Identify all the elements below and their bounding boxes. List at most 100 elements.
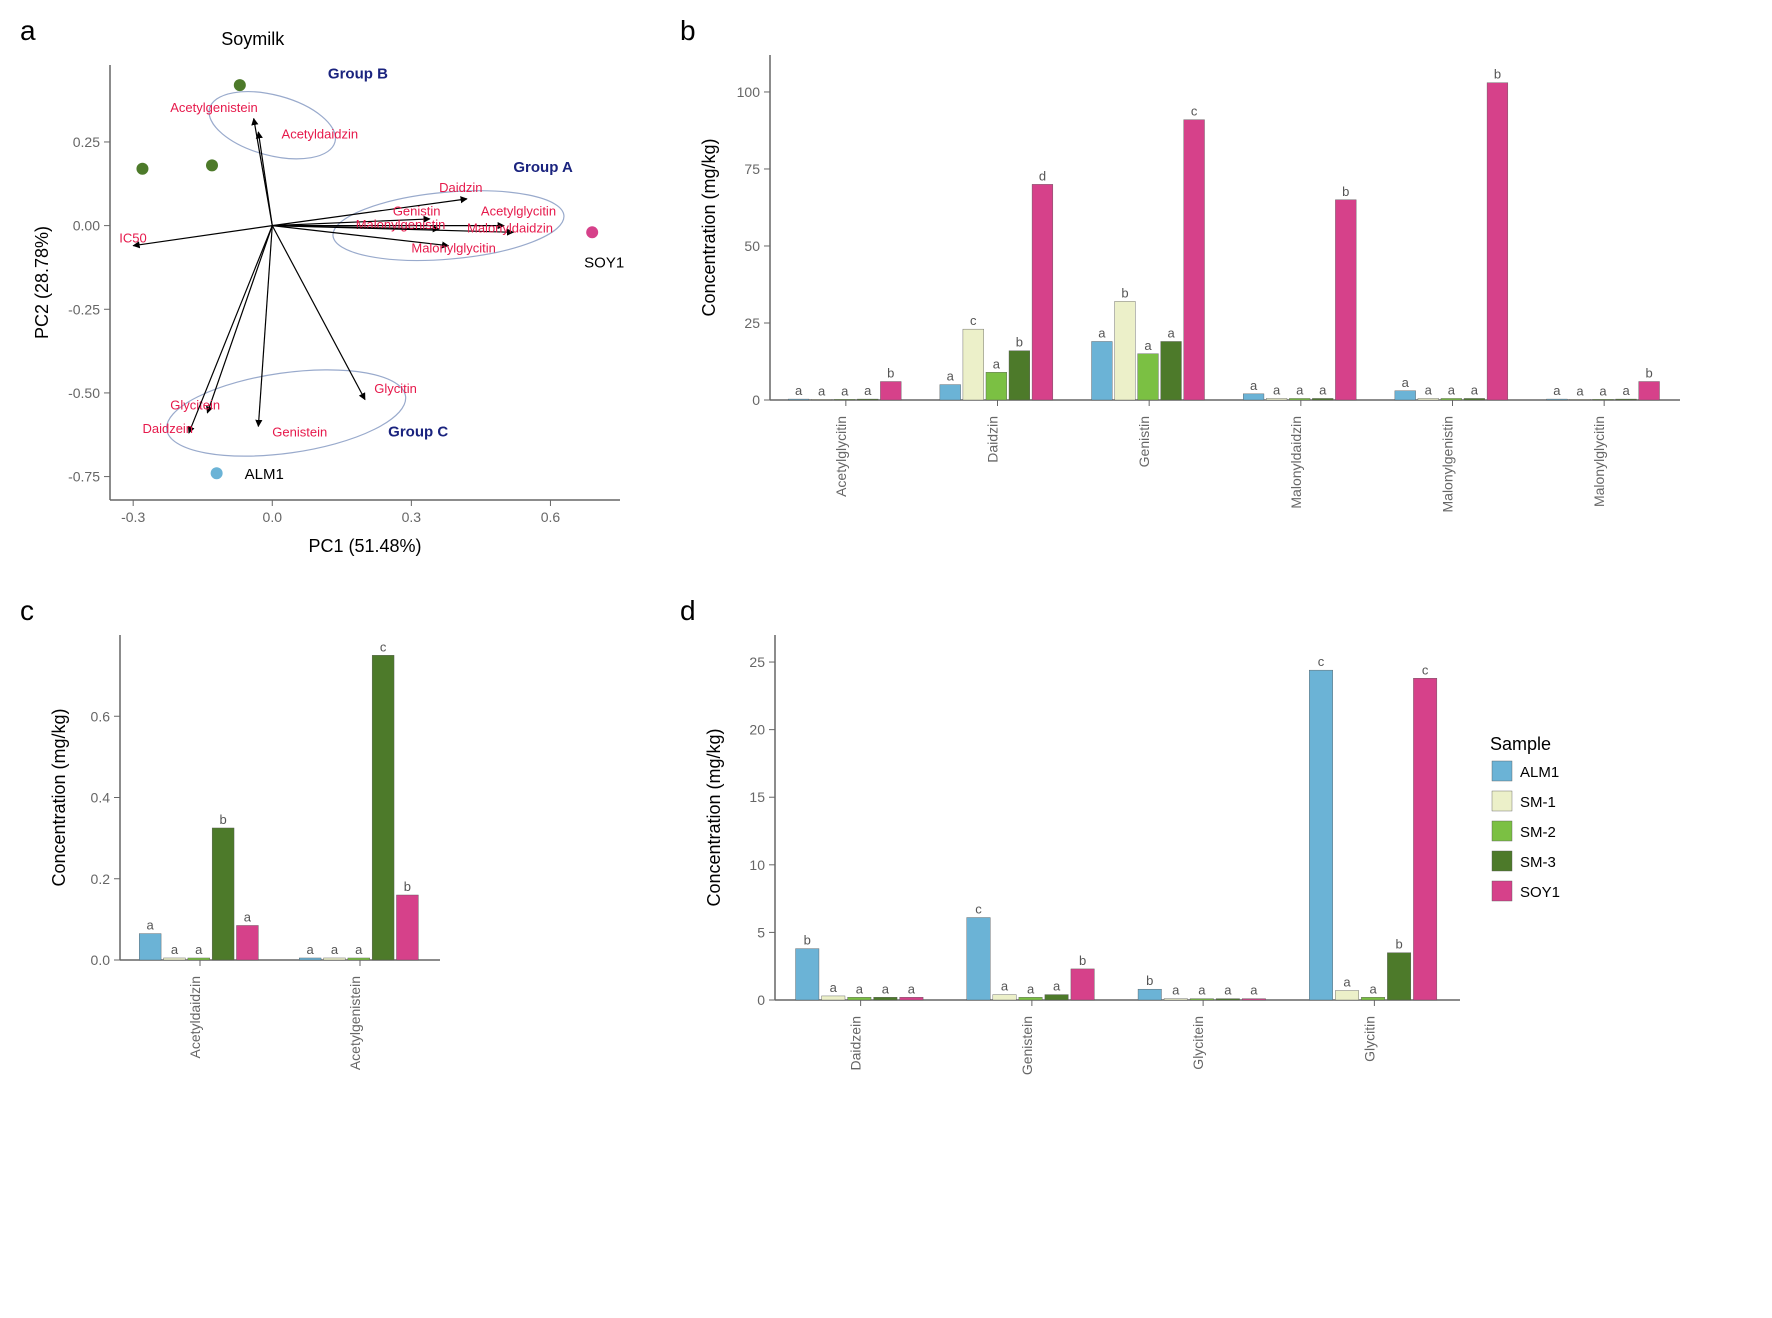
svg-text:Daidzein: Daidzein xyxy=(142,421,193,436)
svg-text:Acetylglycitin: Acetylglycitin xyxy=(481,204,556,219)
svg-text:Genistin: Genistin xyxy=(1136,416,1152,467)
svg-text:-0.3: -0.3 xyxy=(121,509,145,525)
svg-text:Group C: Group C xyxy=(388,423,448,440)
svg-text:a: a xyxy=(195,942,203,957)
svg-text:-0.25: -0.25 xyxy=(68,301,100,317)
svg-text:a: a xyxy=(818,383,826,398)
svg-text:0.2: 0.2 xyxy=(91,871,111,887)
svg-text:a: a xyxy=(1448,382,1456,397)
svg-text:Daidzin: Daidzin xyxy=(985,416,1001,463)
panel-d-label: d xyxy=(680,595,696,627)
svg-text:a: a xyxy=(1273,382,1281,397)
svg-text:Group A: Group A xyxy=(513,159,573,176)
svg-text:b: b xyxy=(404,879,411,894)
svg-text:c: c xyxy=(1191,104,1198,119)
svg-text:b: b xyxy=(887,366,894,381)
svg-text:Concentration (mg/kg): Concentration (mg/kg) xyxy=(699,138,719,316)
svg-text:a: a xyxy=(1144,338,1152,353)
svg-text:c: c xyxy=(380,639,387,654)
panel-b: b 0255075100Concentration (mg/kg)Acetylg… xyxy=(680,20,1700,570)
panel-a: a Soymilk-0.30.00.30.6-0.75-0.50-0.250.0… xyxy=(20,20,640,570)
svg-text:50: 50 xyxy=(744,238,760,254)
svg-text:a: a xyxy=(1471,382,1479,397)
svg-text:a: a xyxy=(1027,981,1035,996)
svg-text:25: 25 xyxy=(749,654,765,670)
svg-text:ALM1: ALM1 xyxy=(245,466,284,483)
svg-text:d: d xyxy=(1039,168,1046,183)
svg-text:Malonyldaidzin: Malonyldaidzin xyxy=(467,220,553,235)
svg-text:Acetylglycitin: Acetylglycitin xyxy=(833,416,849,497)
svg-text:a: a xyxy=(795,383,803,398)
panel-d: d 0510152025Concentration (mg/kg)Daidzei… xyxy=(680,600,1700,1150)
svg-text:10: 10 xyxy=(749,857,765,873)
barchart-d-svg: 0510152025Concentration (mg/kg)Daidzeinb… xyxy=(680,600,1480,1150)
svg-text:75: 75 xyxy=(744,161,760,177)
barchart-b-svg: 0255075100Concentration (mg/kg)Acetylgly… xyxy=(680,20,1700,570)
svg-text:a: a xyxy=(1296,382,1304,397)
svg-text:Group B: Group B xyxy=(328,65,388,82)
svg-text:SOY1: SOY1 xyxy=(1520,884,1560,901)
svg-text:Concentration (mg/kg): Concentration (mg/kg) xyxy=(704,728,724,906)
svg-text:0: 0 xyxy=(757,992,765,1008)
svg-text:b: b xyxy=(1121,285,1128,300)
svg-text:0.0: 0.0 xyxy=(263,509,283,525)
svg-text:Malonylglycitin: Malonylglycitin xyxy=(1591,416,1607,507)
svg-text:a: a xyxy=(171,942,179,957)
svg-text:20: 20 xyxy=(749,722,765,738)
svg-text:Acetyldaidzin: Acetyldaidzin xyxy=(282,127,359,142)
svg-text:0: 0 xyxy=(752,392,760,408)
svg-text:-0.75: -0.75 xyxy=(68,469,100,485)
svg-text:SOY1: SOY1 xyxy=(584,254,624,271)
svg-text:b: b xyxy=(1646,366,1653,381)
svg-text:0.3: 0.3 xyxy=(402,509,422,525)
svg-text:a: a xyxy=(1098,325,1106,340)
svg-text:a: a xyxy=(841,383,849,398)
svg-text:b: b xyxy=(1395,937,1402,952)
svg-text:b: b xyxy=(1146,973,1153,988)
svg-text:Daidzin: Daidzin xyxy=(439,180,482,195)
svg-text:PC1 (51.48%): PC1 (51.48%) xyxy=(308,536,421,556)
svg-text:Genistein: Genistein xyxy=(272,424,327,439)
svg-text:a: a xyxy=(355,942,363,957)
svg-text:a: a xyxy=(1553,383,1561,398)
svg-text:100: 100 xyxy=(737,84,761,100)
panel-a-label: a xyxy=(20,15,36,47)
svg-text:15: 15 xyxy=(749,789,765,805)
svg-text:b: b xyxy=(1342,184,1349,199)
svg-text:a: a xyxy=(147,918,155,933)
svg-text:Glycitin: Glycitin xyxy=(374,381,417,396)
svg-text:a: a xyxy=(1402,375,1410,390)
legend-svg: SampleALM1SM-1SM-2SM-3SOY1 xyxy=(1480,730,1680,950)
panel-c-label: c xyxy=(20,595,34,627)
panel-c: c 0.00.20.40.6Concentration (mg/kg)Acety… xyxy=(20,600,640,1150)
svg-text:0.0: 0.0 xyxy=(91,952,111,968)
svg-text:a: a xyxy=(331,942,339,957)
svg-text:Glycitin: Glycitin xyxy=(1361,1016,1377,1062)
svg-text:c: c xyxy=(1422,662,1429,677)
svg-text:b: b xyxy=(1494,67,1501,82)
svg-text:a: a xyxy=(1172,983,1180,998)
svg-text:Malonylglycitin: Malonylglycitin xyxy=(411,240,496,255)
svg-text:b: b xyxy=(1079,953,1086,968)
svg-text:c: c xyxy=(1318,654,1325,669)
svg-text:0.25: 0.25 xyxy=(73,134,100,150)
svg-text:a: a xyxy=(1167,325,1175,340)
svg-text:Acetylgenistein: Acetylgenistein xyxy=(347,976,363,1070)
svg-text:a: a xyxy=(1343,975,1351,990)
svg-text:a: a xyxy=(830,980,838,995)
svg-text:Acetyldaidzin: Acetyldaidzin xyxy=(187,976,203,1059)
svg-text:Daidzein: Daidzein xyxy=(848,1016,864,1070)
svg-text:a: a xyxy=(882,981,890,996)
svg-text:Sample: Sample xyxy=(1490,734,1551,754)
svg-text:0.4: 0.4 xyxy=(91,790,111,806)
svg-text:b: b xyxy=(219,812,226,827)
svg-text:Acetylgenistein: Acetylgenistein xyxy=(170,100,257,115)
svg-text:c: c xyxy=(975,902,982,917)
svg-text:0.6: 0.6 xyxy=(91,708,111,724)
svg-text:Soymilk: Soymilk xyxy=(221,29,285,49)
svg-text:a: a xyxy=(1250,378,1258,393)
svg-text:PC2 (28.78%): PC2 (28.78%) xyxy=(32,226,52,339)
svg-text:a: a xyxy=(1053,979,1061,994)
svg-text:a: a xyxy=(1369,981,1377,996)
biplot-svg: Soymilk-0.30.00.30.6-0.75-0.50-0.250.000… xyxy=(20,20,640,570)
